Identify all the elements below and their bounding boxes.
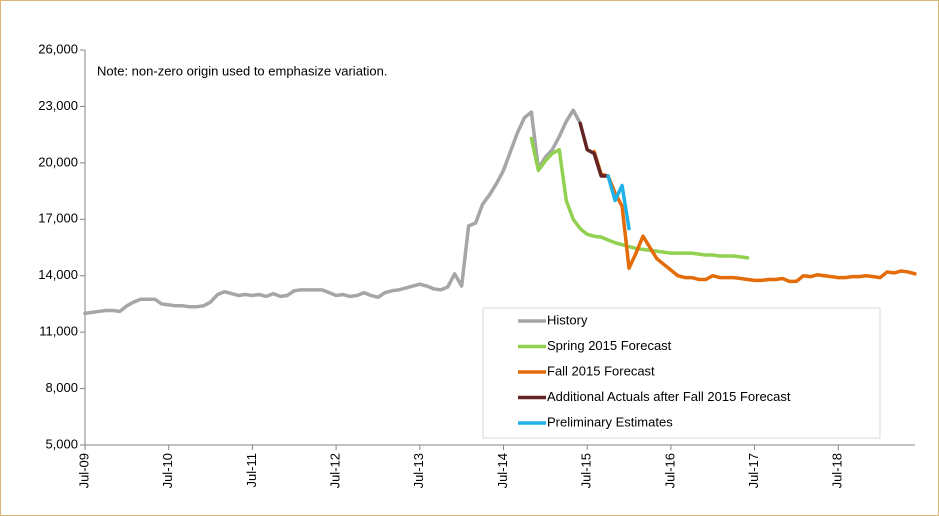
legend-label: History (547, 312, 588, 327)
legend-label: Fall 2015 Forecast (547, 363, 655, 378)
series-line (578, 121, 610, 178)
annotation: Note: non-zero origin used to emphasize … (97, 63, 388, 78)
y-tick-label: 23,000 (38, 98, 78, 113)
series-line (83, 108, 582, 316)
y-tick-label: 14,000 (38, 267, 78, 282)
series-line (592, 149, 917, 284)
legend-label: Spring 2015 Forecast (547, 338, 672, 353)
x-tick-label: Jul-10 (160, 453, 175, 488)
x-tick-label: Jul-09 (76, 453, 91, 488)
legend-box (482, 307, 881, 439)
y-tick-label: 17,000 (38, 211, 78, 226)
x-tick-label: Jul-11 (244, 453, 259, 487)
x-tick-label: Jul-17 (746, 453, 761, 488)
x-tick-label: Jul-13 (411, 453, 426, 488)
legend-label: Additional Actuals after Fall 2015 Forec… (547, 389, 791, 404)
y-tick-label: 8,000 (45, 380, 78, 395)
x-tick-label: Jul-15 (579, 453, 594, 488)
x-tick-label: Jul-14 (495, 453, 510, 488)
x-tick-label: Jul-18 (830, 453, 845, 488)
y-tick-label: 11,000 (39, 324, 78, 339)
legend-label: Preliminary Estimates (547, 414, 673, 429)
y-tick-label: 5,000 (45, 436, 78, 451)
x-tick-label: Jul-12 (328, 453, 343, 488)
y-tick-label: 20,000 (38, 154, 78, 169)
y-tick-label: 26,000 (38, 41, 78, 56)
x-tick-label: Jul-16 (662, 453, 677, 488)
series-line (606, 174, 631, 231)
